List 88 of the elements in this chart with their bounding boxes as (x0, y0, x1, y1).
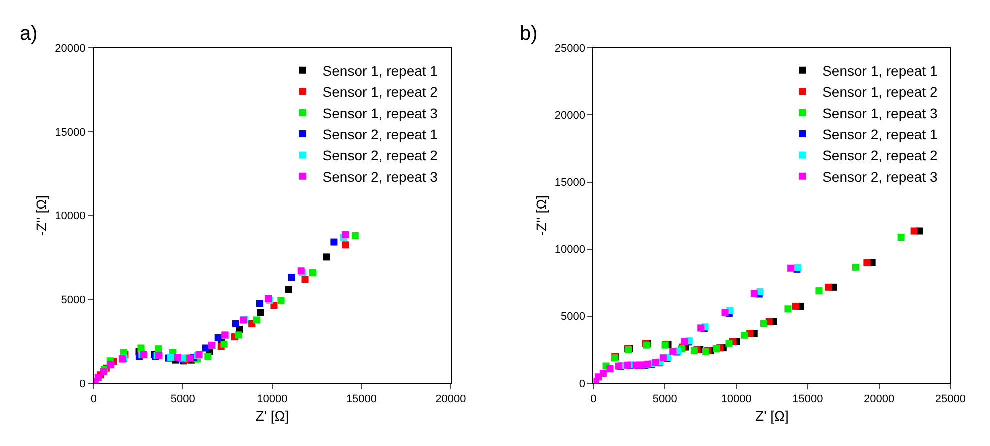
point (302, 276, 309, 283)
point (652, 359, 660, 366)
x-tick-label: 0 (90, 394, 97, 406)
x-axis-title: Z' [Ω] (756, 408, 789, 424)
legend-label: Sensor 2, repeat 2 (822, 148, 938, 164)
y-axis-title: -Z'' [Ω] (534, 195, 550, 236)
y-tick-label: 10000 (55, 210, 86, 223)
point (220, 340, 228, 348)
legend-label: Sensor 1, repeat 3 (322, 105, 438, 122)
point (352, 232, 359, 240)
point (624, 362, 632, 369)
point (792, 302, 800, 310)
legend-label: Sensor 1, repeat 3 (822, 105, 938, 122)
point (214, 334, 222, 342)
point (864, 259, 871, 266)
point (174, 354, 182, 361)
point (760, 320, 768, 328)
chart-title: b) (520, 23, 538, 45)
point (342, 242, 350, 249)
chart-title: a) (20, 23, 38, 45)
point (288, 274, 296, 281)
point (155, 346, 162, 353)
point (232, 320, 240, 328)
point (600, 370, 607, 378)
point (256, 300, 264, 308)
x-tick-label: 10000 (257, 394, 288, 406)
point (670, 348, 677, 356)
point (309, 269, 316, 276)
y-tick-label: 20000 (554, 110, 586, 122)
point (681, 338, 688, 346)
x-axis-title: Z' [Ω] (256, 408, 290, 424)
y-tick-label: 0 (80, 378, 86, 390)
point (285, 286, 292, 294)
x-tick-label: 20000 (864, 394, 895, 406)
x-tick-label: 5000 (170, 394, 196, 406)
x-tick-label: 0 (590, 394, 597, 406)
point (825, 284, 832, 291)
y-tick-label: 5000 (561, 311, 586, 324)
point (253, 316, 260, 324)
point (852, 264, 860, 271)
legend-label: Sensor 2, repeat 3 (822, 168, 938, 185)
x-tick-label: 25000 (935, 394, 966, 406)
point (722, 309, 729, 316)
x-tick-label: 5000 (652, 394, 678, 406)
point (107, 362, 114, 369)
y-tick-label: 15000 (554, 177, 586, 190)
point (270, 302, 278, 309)
legend-label: Sensor 2, repeat 2 (322, 148, 438, 164)
y-tick-label: 10000 (554, 244, 586, 256)
x-tick-label: 15000 (346, 394, 377, 406)
point (713, 345, 720, 352)
point (138, 344, 145, 352)
point (330, 238, 338, 246)
legend-label: Sensor 1, repeat 2 (322, 84, 438, 100)
legend-label: Sensor 1, repeat 1 (822, 62, 938, 79)
point (204, 353, 212, 360)
point (784, 306, 792, 313)
x-tick-label: 10000 (721, 394, 752, 406)
y-axis-title: -Z'' [Ω] (34, 195, 50, 236)
y-tick-label: 15000 (55, 126, 86, 139)
point (741, 332, 748, 339)
point (342, 231, 350, 238)
legend-label: Sensor 1, repeat 2 (822, 84, 938, 100)
point (323, 254, 330, 261)
point (750, 290, 758, 298)
point (660, 354, 667, 362)
point (606, 365, 614, 372)
point (690, 347, 698, 354)
y-tick-label: 20000 (55, 42, 86, 55)
point (788, 264, 795, 272)
point (910, 228, 918, 235)
y-tick-label: 5000 (61, 294, 86, 306)
point (898, 234, 905, 242)
point (726, 340, 733, 348)
x-tick-label: 20000 (436, 394, 466, 406)
y-tick-label: 0 (579, 378, 586, 390)
y-tick-label: 25000 (554, 42, 586, 55)
legend-label: Sensor 2, repeat 3 (322, 168, 438, 185)
legend-label: Sensor 2, repeat 1 (822, 126, 938, 142)
legend-label: Sensor 1, repeat 1 (322, 62, 438, 79)
point (698, 324, 705, 332)
point (257, 309, 264, 316)
x-tick-label: 15000 (792, 394, 824, 406)
point (278, 297, 285, 304)
point (94, 374, 102, 382)
point (816, 288, 823, 295)
legend-label: Sensor 2, repeat 1 (322, 126, 438, 142)
point (235, 332, 242, 339)
